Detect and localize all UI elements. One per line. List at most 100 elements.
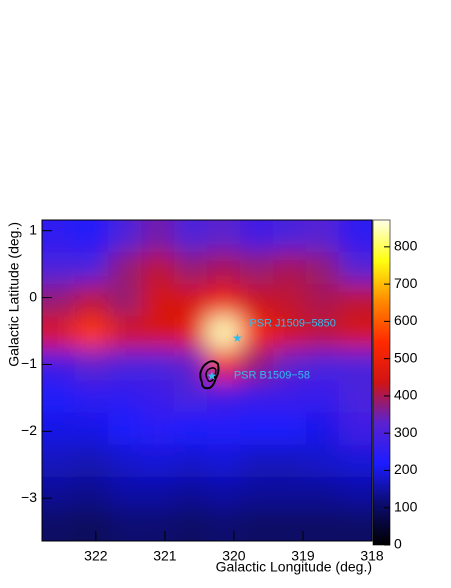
y-tick-label: 0 — [29, 288, 37, 304]
contour — [205, 367, 217, 383]
source-label: PSR B1509−58 — [234, 370, 310, 382]
heat-cell — [207, 412, 241, 446]
heat-cell — [42, 508, 76, 541]
heat-cell — [174, 476, 208, 510]
heat-cell — [174, 284, 208, 317]
heat-cell — [306, 316, 340, 349]
heat-cell — [273, 220, 307, 253]
heat-cell — [141, 508, 175, 541]
map — [42, 220, 372, 541]
heat-cell — [141, 348, 175, 382]
heat-cell — [207, 284, 241, 317]
colorbar-tick-label: 700 — [394, 275, 418, 291]
heat-cell — [174, 252, 208, 285]
heat-cell — [273, 348, 307, 382]
heat-cell — [207, 348, 241, 382]
heat-cell — [141, 476, 175, 510]
heat-cell — [339, 508, 372, 541]
heat-cell — [108, 284, 142, 317]
heat-cell — [240, 220, 274, 253]
heat-cell — [42, 412, 76, 446]
x-tick-label: 322 — [84, 548, 108, 564]
source-marker: ★ — [232, 331, 243, 345]
heat-cell — [174, 220, 208, 253]
heat-cell — [240, 348, 274, 382]
heat-cell — [108, 476, 142, 510]
heat-cell — [141, 252, 175, 285]
x-tick-label: 320 — [222, 548, 246, 564]
heat-cell — [339, 444, 372, 478]
heat-cell — [108, 220, 142, 253]
heat-cell — [339, 412, 372, 446]
heat-cell — [207, 316, 241, 349]
heat-cell — [108, 316, 142, 349]
heat-cell — [207, 476, 241, 510]
heat-cell — [273, 252, 307, 285]
y-tick-label: −1 — [21, 355, 37, 371]
heat-cell — [75, 476, 109, 510]
heat-cell — [306, 508, 340, 541]
heat-cell — [240, 380, 274, 414]
heat-cell — [240, 444, 274, 478]
heat-cell — [240, 476, 274, 510]
heat-cell — [42, 444, 76, 478]
y-tick-label: −3 — [21, 489, 37, 505]
heat-cell — [75, 220, 109, 253]
y-axis-title: Galactic Latitude (deg.) — [6, 222, 22, 367]
y-tick-label: −2 — [21, 422, 37, 438]
heat-cell — [108, 508, 142, 541]
heat-cell — [339, 476, 372, 510]
heat-cell — [141, 316, 175, 349]
heat-cell — [306, 444, 340, 478]
heat-cell — [240, 252, 274, 285]
heat-cell — [273, 412, 307, 446]
heat-cell — [75, 444, 109, 478]
map-area — [42, 220, 372, 541]
heat-cell — [108, 444, 142, 478]
source-marker: ★ — [206, 369, 217, 383]
heat-cell — [339, 380, 372, 414]
heat-cell — [273, 508, 307, 541]
colorbar-tick-label: 300 — [394, 424, 418, 440]
heat-cell — [306, 220, 340, 253]
heat-cell — [339, 252, 372, 285]
heat-cell — [75, 412, 109, 446]
heat-cell — [141, 220, 175, 253]
colorbar — [372, 219, 391, 546]
colorbar-tick-label: 200 — [394, 461, 418, 477]
heat-cell — [207, 508, 241, 541]
heat-cell — [108, 380, 142, 414]
heat-cell — [306, 348, 340, 382]
heat-cell — [75, 348, 109, 382]
y-tick-label: 1 — [29, 221, 37, 237]
heat-cell — [207, 220, 241, 253]
plot-frame — [41, 219, 373, 542]
heat-cell — [240, 316, 274, 349]
heat-cell — [306, 380, 340, 414]
heat-cell — [141, 284, 175, 317]
x-tick-label: 319 — [291, 548, 315, 564]
heat-cell — [75, 380, 109, 414]
heat-cell — [174, 316, 208, 349]
heat-cell — [273, 476, 307, 510]
heat-cell — [42, 284, 76, 317]
x-tick-label: 318 — [360, 548, 384, 564]
heat-cell — [273, 444, 307, 478]
contour — [199, 360, 220, 390]
colorbar-tick-label: 500 — [394, 349, 418, 365]
heat-cell — [240, 508, 274, 541]
heat-cell — [306, 284, 340, 317]
heat-cell — [339, 284, 372, 317]
heat-cell — [108, 252, 142, 285]
heat-cell — [339, 220, 372, 253]
heat-cell — [141, 444, 175, 478]
source-label: PSR J1509−5850 — [249, 318, 336, 330]
heat-cell — [273, 380, 307, 414]
colorbar-tick-label: 100 — [394, 498, 418, 514]
colorbar-tick-label: 600 — [394, 312, 418, 328]
heat-cell — [75, 252, 109, 285]
heat-cell — [141, 412, 175, 446]
heat-cell — [42, 316, 76, 349]
x-tick-label: 321 — [153, 548, 177, 564]
